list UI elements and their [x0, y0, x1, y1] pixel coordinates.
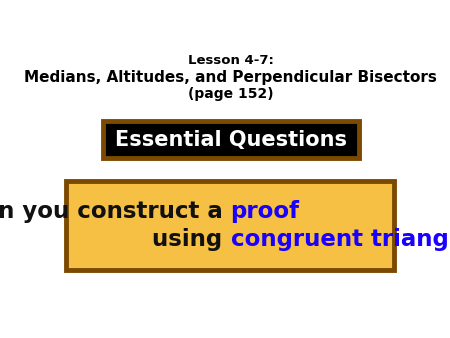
- FancyBboxPatch shape: [103, 121, 359, 159]
- Text: (page 152): (page 152): [188, 87, 274, 101]
- Text: congruent triangles: congruent triangles: [230, 228, 450, 251]
- FancyBboxPatch shape: [66, 182, 394, 270]
- Text: proof: proof: [230, 200, 300, 223]
- Text: Lesson 4-7:: Lesson 4-7:: [188, 54, 274, 67]
- Text: Medians, Altitudes, and Perpendicular Bisectors: Medians, Altitudes, and Perpendicular Bi…: [24, 70, 437, 85]
- Text: Essential Questions: Essential Questions: [115, 130, 346, 150]
- Text: using: using: [153, 228, 230, 251]
- Text: Can you construct a: Can you construct a: [0, 200, 230, 223]
